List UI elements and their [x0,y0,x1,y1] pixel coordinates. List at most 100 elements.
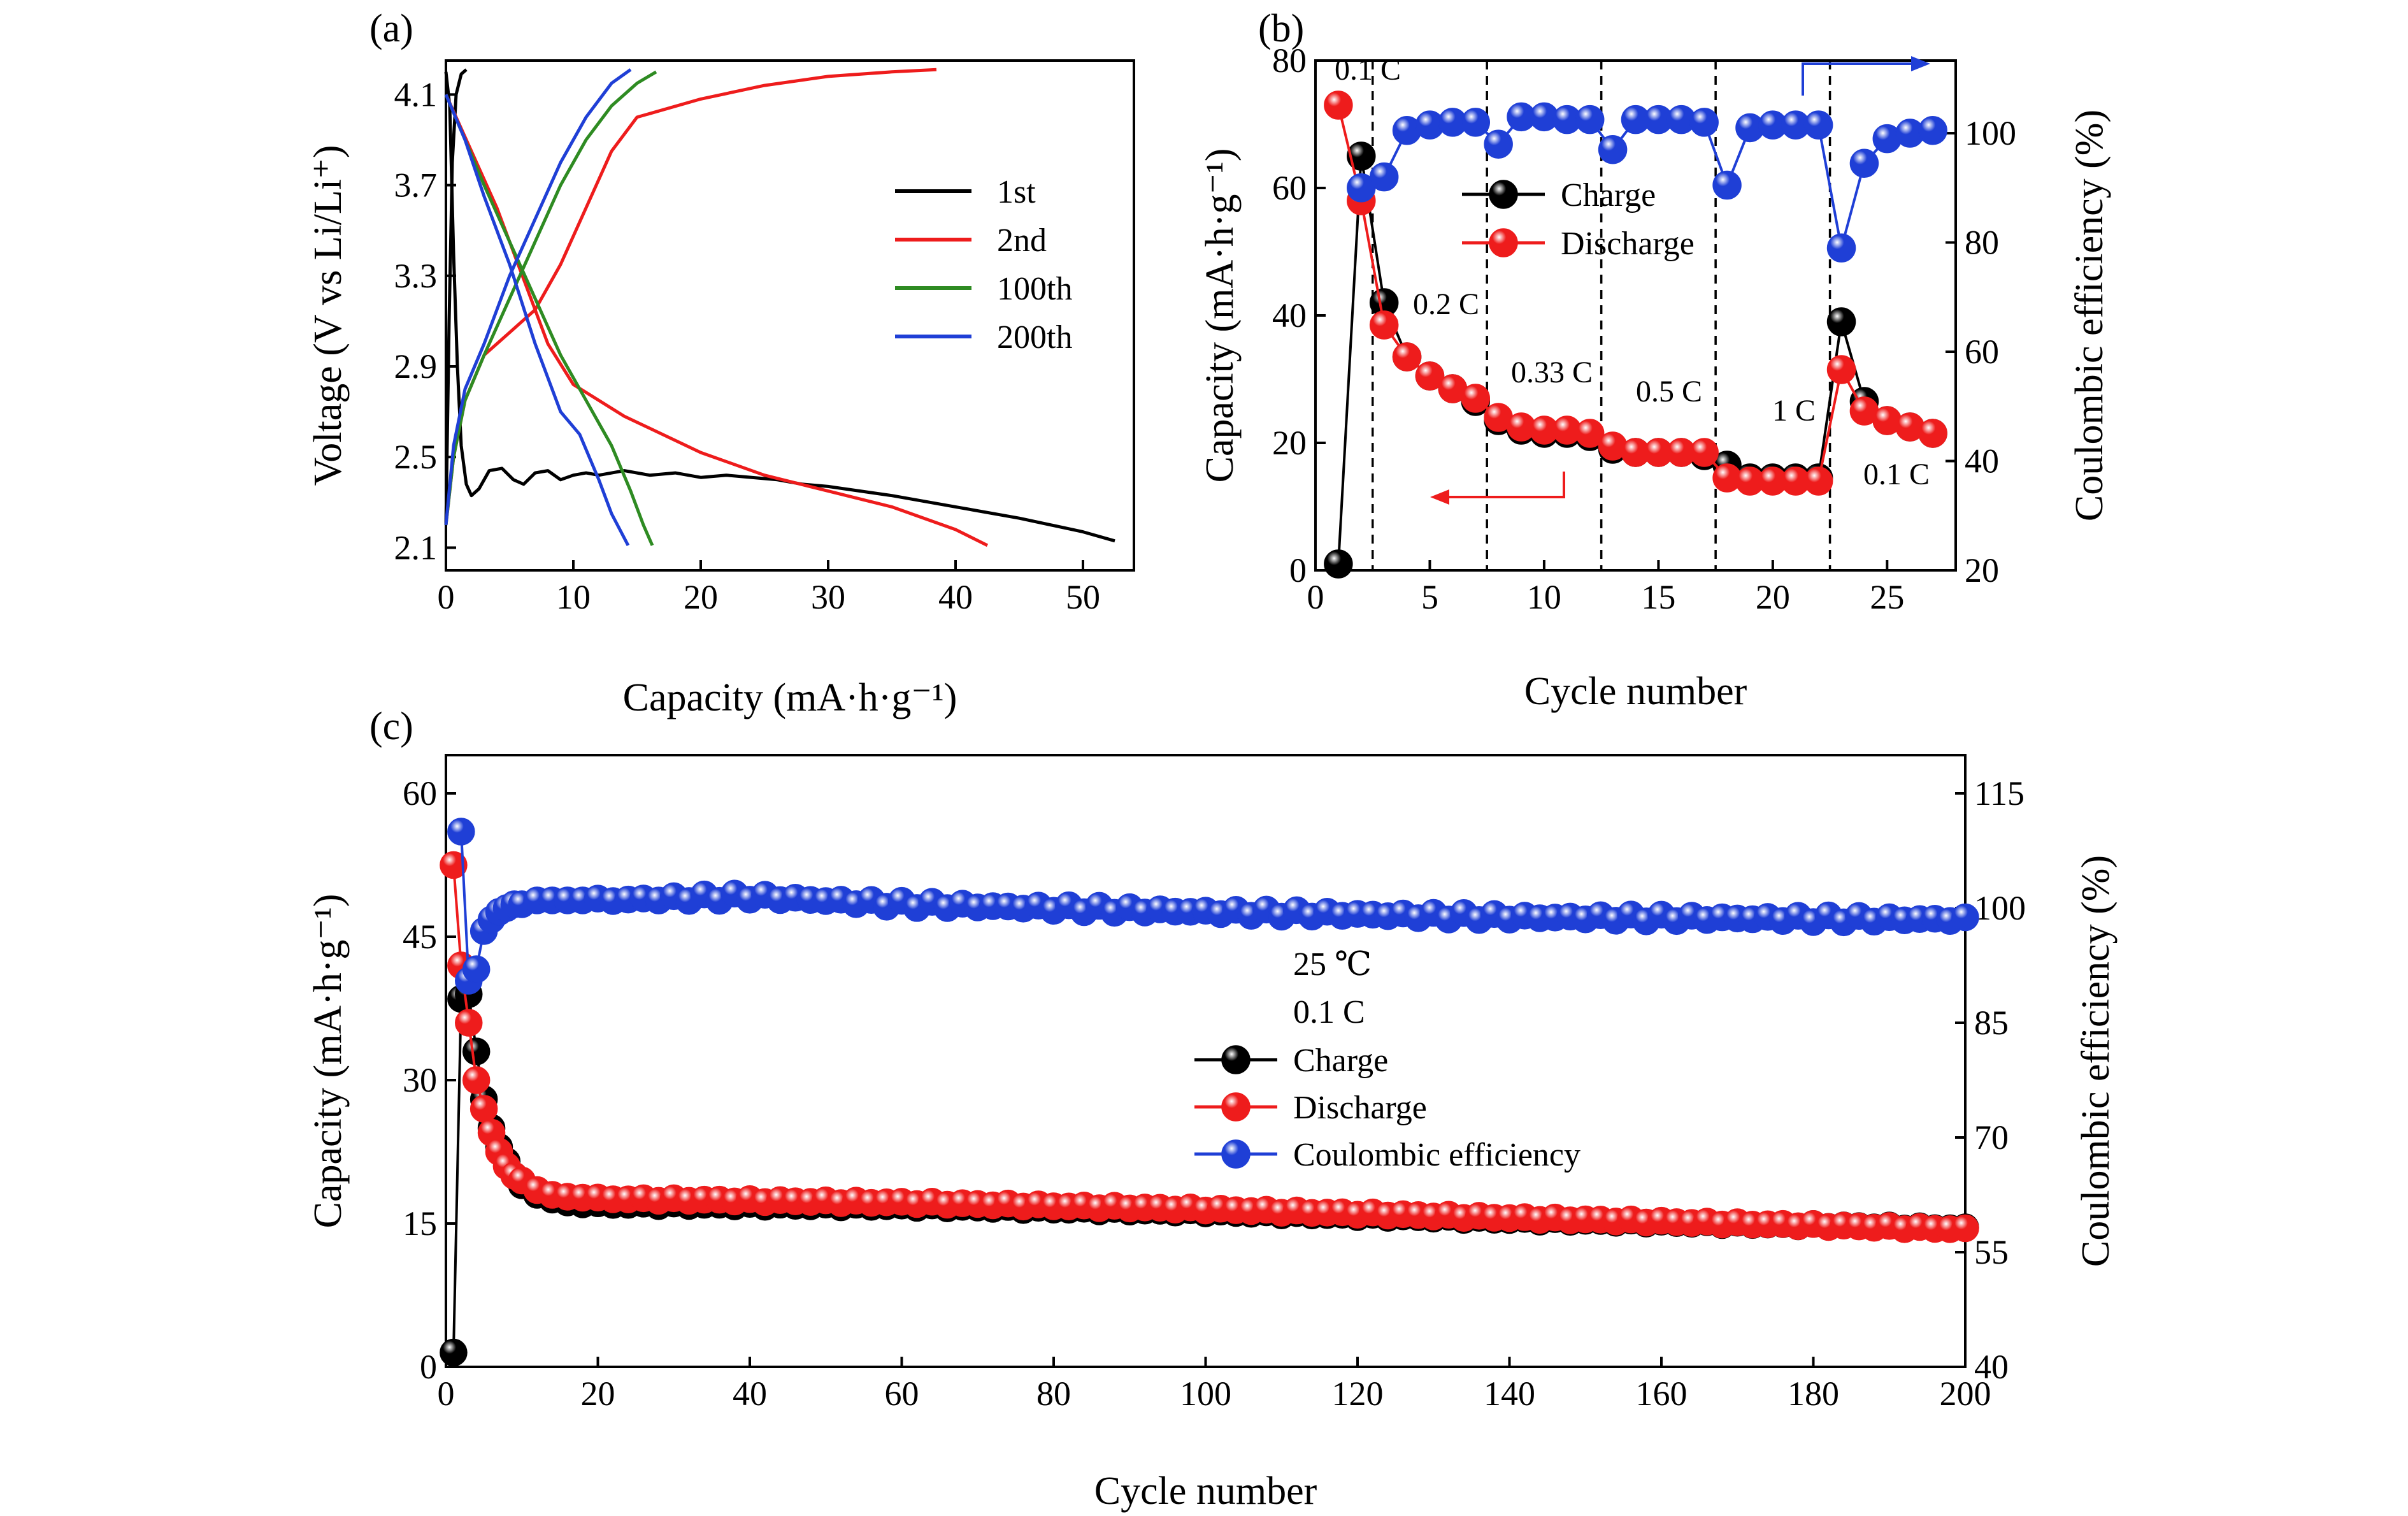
y2-tick-label: 20 [1965,551,1999,589]
y-tick-label: 3.3 [394,257,438,295]
y2-tick-label: 60 [1965,333,1999,371]
condition-label: 0.1 C [1293,994,1365,1030]
x-tick-label: 40 [938,578,973,616]
data-point-Coulombic efficiency [1826,233,1856,263]
data-point-Discharge [455,1009,483,1037]
x-tick-label: 50 [1066,578,1100,616]
data-point-Charge [1826,307,1856,336]
panel-b-chart: 0 5 10 15 20 25 0 20 40 60 80 20 40 60 80 100 Cycle numb… [1198,7,2111,713]
x-tick-label: 10 [1527,578,1561,616]
rate-label: 0.33 C [1511,356,1593,389]
condition-label: 25 ℃ [1293,946,1372,983]
data-point-Discharge [1324,90,1353,120]
legend-marker-Coulombic efficiency [1221,1139,1251,1169]
right-axis-arrowhead [1911,56,1930,71]
y2-tick-label: 80 [1965,224,1999,262]
rate-label: 0.5 C [1636,375,1702,408]
y2-axis-title: Coulombic efficiency (%) [2074,855,2118,1267]
plot-frame [445,59,1135,572]
rate-label: 0.2 C [1413,287,1479,321]
x-axis-title: Cycle number [1094,1469,1317,1513]
legend-marker-Discharge [1221,1092,1251,1122]
x-tick-label: 25 [1870,578,1904,616]
series-line-1st [444,71,1115,543]
data-point-Discharge [440,851,468,879]
data-point-Coulombic efficiency [1712,170,1742,200]
x-tick-label: 20 [684,578,718,616]
data-point-Discharge [1369,310,1399,340]
series-line-200th [444,68,632,526]
panel-label: (a) [369,7,413,50]
y2-tick-label: 85 [1974,1004,2009,1042]
legend-marker-Charge [1221,1045,1251,1074]
panel-a-chart: 0 10 20 30 40 50 2.1 2.5 2.9 3.3 3.7 4.1 Capacity (m… [306,7,1135,719]
series-line-Charge [452,992,1966,1353]
series-line-100th [444,94,654,546]
data-point-Discharge [1951,1214,1979,1243]
y2-tick-label: 40 [1974,1348,2009,1386]
data-point-Discharge [462,1066,491,1094]
legend-label: Discharge [1293,1090,1427,1126]
data-point-Coulombic efficiency [1369,162,1399,192]
data-point-Discharge [469,1095,498,1123]
data-point-Coulombic efficiency [1951,903,1979,932]
data-point-Charge [462,1037,491,1065]
y2-axis-title: Coulombic efficiency (%) [2068,110,2111,521]
x-axis-title: Cycle number [1524,670,1747,713]
legend-label: 200th [997,319,1072,356]
y-tick-label: 60 [1272,169,1307,207]
data-point-Coulombic efficiency [462,955,491,983]
data-point-Discharge [1689,438,1719,467]
data-point-Coulombic efficiency [1598,135,1628,164]
data-point-Charge [1347,141,1376,171]
left-axis-arrowhead [1430,489,1449,505]
x-tick-label: 60 [885,1375,919,1413]
y-tick-label: 15 [403,1204,437,1243]
data-point-Discharge [1575,419,1605,448]
y-axis-title: Capacity (mA·h·g⁻¹) [306,894,350,1229]
y2-tick-label: 70 [1974,1118,2009,1157]
data-point-Coulombic efficiency [1575,105,1605,134]
data-point-Discharge [1461,384,1490,413]
y-tick-label: 40 [1272,296,1307,335]
y-tick-label: 80 [1272,41,1307,80]
data-point-Discharge [1918,419,1947,448]
data-point-Coulombic efficiency [1803,110,1833,140]
y-tick-label: 2.5 [394,438,438,476]
legend-label: Charge [1561,177,1656,213]
x-tick-label: 0 [438,578,455,616]
data-point-Discharge [1392,342,1422,372]
y2-tick-label: 115 [1974,774,2025,812]
data-point-Coulombic efficiency [447,818,475,846]
legend-label: Charge [1293,1043,1388,1079]
data-point-Discharge [1415,361,1445,391]
rate-label: 1 C [1772,394,1816,428]
series-line-2nd [444,94,989,547]
legend-label: 100th [997,271,1072,307]
x-tick-label: 200 [1940,1375,1991,1413]
x-tick-label: 100 [1180,1375,1231,1413]
data-point-Coulombic efficiency [1484,129,1513,159]
x-tick-label: 0 [1307,578,1324,616]
y-axis-title: Capacity (mA·h·g⁻¹) [1198,148,1242,483]
x-tick-label: 80 [1036,1375,1071,1413]
series-line-100th [444,70,657,526]
legend-label: 2nd [997,222,1047,259]
y-tick-label: 0 [1289,551,1307,589]
y-tick-label: 2.1 [394,528,438,567]
x-tick-label: 120 [1332,1375,1384,1413]
data-point-Charge [1324,549,1353,579]
y-tick-label: 20 [1272,424,1307,462]
x-tick-label: 140 [1484,1375,1535,1413]
y-tick-label: 4.1 [394,75,438,113]
y-tick-label: 3.7 [394,166,438,205]
data-point-Coulombic efficiency [1689,108,1719,137]
y2-tick-label: 55 [1974,1233,2009,1271]
x-tick-label: 15 [1641,578,1675,616]
y-axis-title: Voltage (V vs Li/Li⁺) [306,145,350,486]
series-line-200th [444,94,630,547]
rate-label: 0.1 C [1863,458,1930,491]
y2-tick-label: 100 [1965,114,2016,152]
data-point-Charge [440,1338,468,1367]
